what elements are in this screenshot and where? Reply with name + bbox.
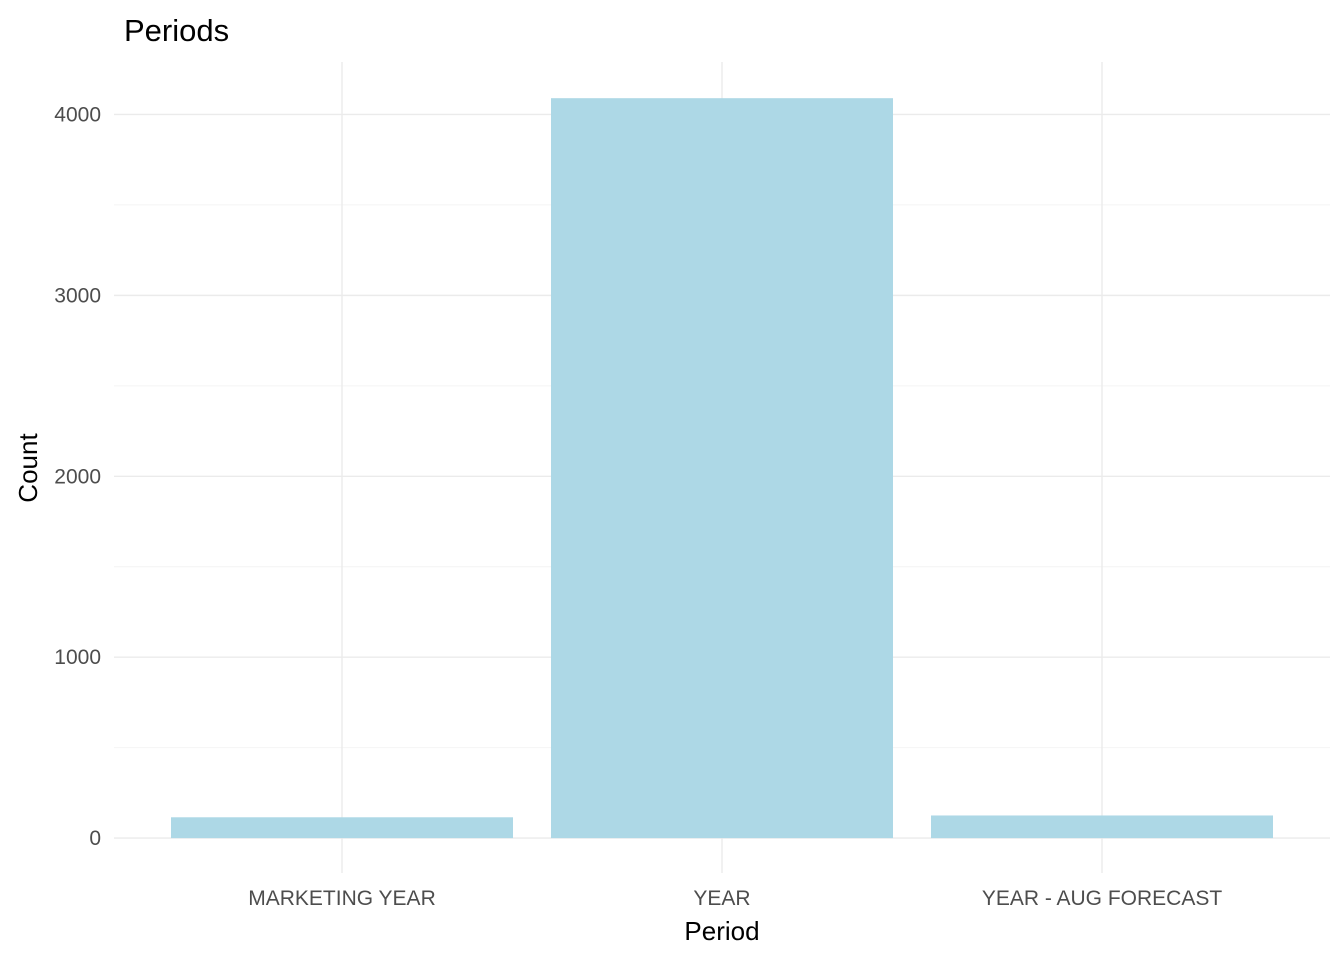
y-axis-title: Count	[13, 433, 43, 503]
chart-title: Periods	[124, 13, 229, 48]
x-tick-label: MARKETING YEAR	[248, 887, 435, 910]
bar	[171, 817, 513, 839]
y-tick-label: 1000	[54, 646, 101, 669]
y-tick-label: 2000	[54, 465, 101, 488]
y-tick-label: 0	[89, 827, 101, 850]
y-axis-ticks: 0 1000 2000 3000 4000	[54, 103, 101, 850]
x-tick-label: YEAR - AUG FORECAST	[982, 887, 1223, 910]
y-tick-label: 3000	[54, 284, 101, 307]
bar	[551, 98, 893, 839]
x-tick-label: YEAR	[693, 887, 750, 910]
x-axis-title: Period	[684, 916, 759, 946]
y-tick-label: 4000	[54, 103, 101, 126]
bars	[171, 98, 1273, 839]
bar	[931, 815, 1273, 839]
x-axis-ticks: MARKETING YEAR YEAR YEAR - AUG FORECAST	[248, 887, 1222, 910]
